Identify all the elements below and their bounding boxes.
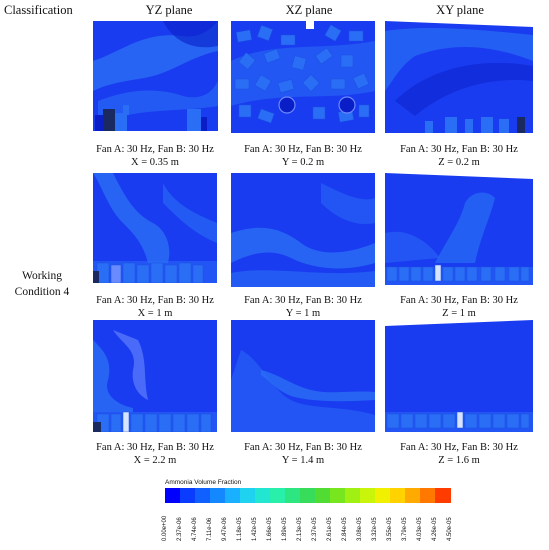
legend-tick-label: 4.26e-05 [432, 517, 438, 541]
legend-swatch [405, 488, 421, 503]
legend-swatch [360, 488, 376, 503]
legend-swatch [435, 488, 451, 503]
legend-tick-label: 1.66e-05 [267, 517, 273, 541]
panel-caption-position: Y = 0.2 m [281, 157, 325, 168]
legend-tick-label: 4.03e-05 [417, 517, 423, 541]
panel-caption-3: Fan A: 30 Hz, Fan B: 30 Hz Z = 0.2 m [384, 143, 534, 169]
classification-header: Classification [4, 3, 73, 17]
legend-swatch [195, 488, 211, 503]
panel-caption-position: X = 2.2 m [133, 455, 177, 466]
contour-panel-xy-1 [385, 21, 533, 133]
legend-colorbar [165, 488, 451, 503]
row-label-line2: Condition 4 [14, 286, 70, 298]
panel-caption-fans: Fan A: 30 Hz, Fan B: 30 Hz [96, 442, 214, 453]
legend-tick-label: 2.37e-05 [312, 517, 318, 541]
column-header-xy: XY plane [436, 3, 484, 17]
legend-title: Ammonia Volume Fraction [165, 479, 242, 486]
legend-tick-label: 7.11e-06 [207, 517, 213, 541]
legend-tick-label: 4.74e-06 [192, 517, 198, 541]
legend-swatch [390, 488, 406, 503]
panel-caption-fans: Fan A: 30 Hz, Fan B: 30 Hz [96, 295, 214, 306]
legend-swatch [180, 488, 196, 503]
legend-tick-label: 3.55e-05 [387, 517, 393, 541]
contour-panel-xy-3 [385, 320, 533, 432]
legend-tick-label: 9.47e-06 [222, 517, 228, 541]
panel-caption-9: Fan A: 30 Hz, Fan B: 30 Hz Z = 1.6 m [384, 441, 534, 467]
legend-swatch [270, 488, 286, 503]
legend-tick-label: 3.08e-05 [357, 517, 363, 541]
legend-swatch [210, 488, 226, 503]
legend-tick-label: 1.89e-05 [282, 517, 288, 541]
panel-caption-position: Z = 1.6 m [438, 455, 480, 466]
panel-caption-5: Fan A: 30 Hz, Fan B: 30 Hz Y = 1 m [228, 294, 378, 320]
legend-swatch [345, 488, 361, 503]
legend-swatch [165, 488, 181, 503]
contour-panel-yz-2 [93, 173, 217, 283]
legend-swatch [225, 488, 241, 503]
legend-swatch [330, 488, 346, 503]
panel-caption-4: Fan A: 30 Hz, Fan B: 30 Hz X = 1 m [80, 294, 230, 320]
panel-caption-1: Fan A: 30 Hz, Fan B: 30 Hz X = 0.35 m [80, 143, 230, 169]
legend-swatch [420, 488, 436, 503]
legend-swatch [240, 488, 256, 503]
panel-caption-position: Y = 1 m [285, 308, 321, 319]
legend-swatch [285, 488, 301, 503]
contour-panel-yz-3 [93, 320, 217, 432]
contour-panel-yz-1 [93, 21, 218, 131]
panel-caption-fans: Fan A: 30 Hz, Fan B: 30 Hz [400, 442, 518, 453]
legend-tick-label: 3.79e-05 [402, 517, 408, 541]
legend-tick-label: 0.00e+00 [162, 515, 168, 541]
panel-caption-position: X = 1 m [137, 308, 173, 319]
legend-tick-label: 1.42e-05 [252, 517, 258, 541]
legend-swatch [375, 488, 391, 503]
panel-caption-fans: Fan A: 30 Hz, Fan B: 30 Hz [400, 295, 518, 306]
row-label-line1: Working [22, 270, 62, 282]
legend-swatch [300, 488, 316, 503]
panel-caption-fans: Fan A: 30 Hz, Fan B: 30 Hz [244, 144, 362, 155]
panel-caption-position: Z = 0.2 m [438, 157, 480, 168]
legend-tick-label: 2.13e-05 [297, 517, 303, 541]
legend-swatch [255, 488, 271, 503]
panel-caption-position: X = 0.35 m [131, 157, 179, 168]
panel-caption-6: Fan A: 30 Hz, Fan B: 30 Hz Z = 1 m [384, 294, 534, 320]
panel-caption-7: Fan A: 30 Hz, Fan B: 30 Hz X = 2.2 m [80, 441, 230, 467]
legend-tick-label: 2.84e-05 [342, 517, 348, 541]
legend-tick-label: 2.37e-06 [177, 517, 183, 541]
panel-caption-fans: Fan A: 30 Hz, Fan B: 30 Hz [244, 295, 362, 306]
column-header-yz: YZ plane [145, 3, 193, 17]
panel-caption-fans: Fan A: 30 Hz, Fan B: 30 Hz [400, 144, 518, 155]
contour-panel-xz-3 [231, 320, 375, 432]
panel-caption-position: Z = 1 m [442, 308, 476, 319]
legend-tick-label: 1.18e-05 [237, 517, 243, 541]
legend-tick-label: 3.32e-05 [372, 517, 378, 541]
panel-caption-8: Fan A: 30 Hz, Fan B: 30 Hz Y = 1.4 m [228, 441, 378, 467]
panel-caption-fans: Fan A: 30 Hz, Fan B: 30 Hz [96, 144, 214, 155]
row-label: Working Condition 4 [0, 268, 84, 300]
contour-panel-xz-2 [231, 173, 375, 287]
contour-panel-xz-1 [231, 21, 375, 133]
legend-swatch [315, 488, 331, 503]
legend-tick-label: 2.61e-05 [327, 517, 333, 541]
panel-caption-position: Y = 1.4 m [281, 455, 325, 466]
panel-caption-fans: Fan A: 30 Hz, Fan B: 30 Hz [244, 442, 362, 453]
legend-tick-label: 4.50e-05 [447, 517, 453, 541]
panel-caption-2: Fan A: 30 Hz, Fan B: 30 Hz Y = 0.2 m [228, 143, 378, 169]
contour-panel-xy-2 [385, 173, 533, 285]
column-header-xz: XZ plane [285, 3, 333, 17]
